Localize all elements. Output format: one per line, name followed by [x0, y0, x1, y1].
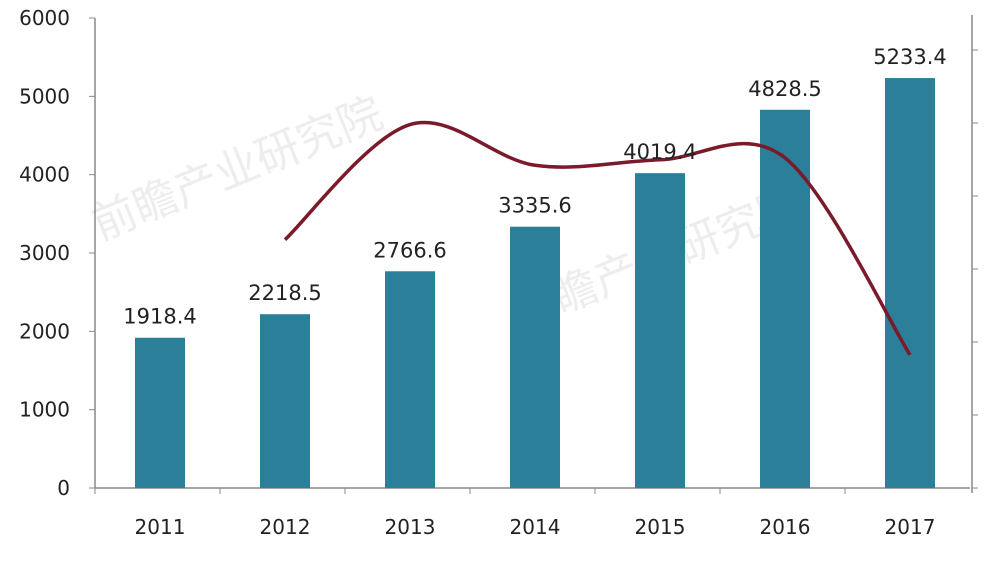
x-tick-label: 2013: [385, 515, 436, 539]
y-tick-label: 1000: [19, 398, 70, 422]
bar-2016: [760, 109, 810, 488]
data-label: 4019.4: [623, 140, 696, 164]
data-label: 3335.6: [498, 194, 571, 218]
x-tick-label: 2014: [510, 515, 561, 539]
y-tick-label: 5000: [19, 84, 70, 108]
bar-2015: [635, 173, 685, 488]
y-tick-label: 4000: [19, 163, 70, 187]
data-label: 4828.5: [748, 77, 821, 101]
bar-2017: [885, 78, 935, 489]
x-tick-label: 2012: [260, 515, 311, 539]
bar-2014: [510, 226, 560, 488]
x-tick-label: 2016: [760, 515, 811, 539]
y-tick-label: 0: [57, 476, 70, 500]
y-tick-label: 2000: [19, 319, 70, 343]
data-label: 2218.5: [248, 281, 321, 305]
data-label: 5233.4: [873, 45, 946, 69]
watermark-text: 前瞻产业研究院: [85, 88, 390, 251]
data-label: 1918.4: [123, 305, 196, 329]
bar-2013: [385, 271, 435, 488]
y-tick-label: 6000: [19, 6, 70, 30]
x-tick-label: 2017: [885, 515, 936, 539]
bar-2012: [260, 314, 310, 488]
bar-2011: [135, 337, 185, 488]
x-tick-label: 2011: [135, 515, 186, 539]
x-tick-label: 2015: [635, 515, 686, 539]
growth-line: [283, 120, 912, 356]
y-tick-label: 3000: [19, 241, 70, 265]
data-label: 2766.6: [373, 238, 446, 262]
